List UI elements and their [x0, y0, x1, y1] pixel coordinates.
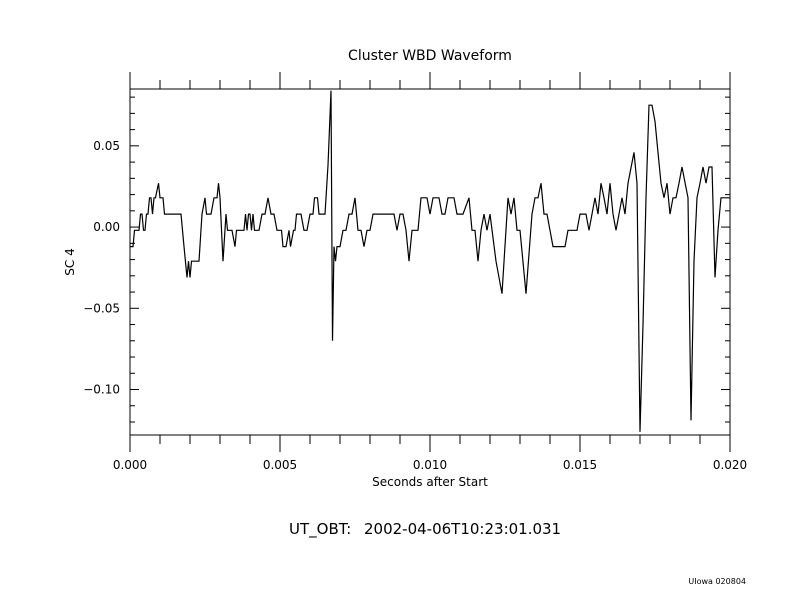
chart-title: Cluster WBD Waveform	[348, 48, 512, 64]
y-axis-label: SC 4	[63, 248, 77, 275]
y-tick-labels: −0.10 −0.05 0.00 0.05	[83, 139, 120, 397]
series-line	[130, 90, 730, 432]
right-axis-ticks	[721, 96, 730, 423]
x-tick-label: 0.000	[113, 458, 147, 472]
x-axis-ticks	[129, 435, 731, 452]
plot-frame	[129, 88, 731, 436]
y-tick-label: −0.10	[83, 383, 120, 397]
y-tick-label: 0.05	[93, 139, 120, 153]
x-tick-label: 0.005	[263, 458, 297, 472]
x-tick-label: 0.010	[413, 458, 447, 472]
ut-obt-label: UT_OBT:	[289, 520, 351, 539]
x-tick-label: 0.020	[713, 458, 747, 472]
ut-obt-value: 2002-04-06T10:23:01.031	[364, 520, 561, 538]
top-axis-ticks	[129, 72, 731, 89]
x-tick-labels: 0.000 0.005 0.010 0.015 0.020	[113, 458, 747, 472]
credit-label: UIowa 020804	[688, 577, 746, 586]
y-tick-label: −0.05	[83, 301, 120, 315]
x-axis-label: Seconds after Start	[372, 475, 488, 489]
y-axis-ticks	[130, 96, 139, 423]
x-tick-label: 0.015	[563, 458, 597, 472]
y-tick-label: 0.00	[93, 220, 120, 234]
